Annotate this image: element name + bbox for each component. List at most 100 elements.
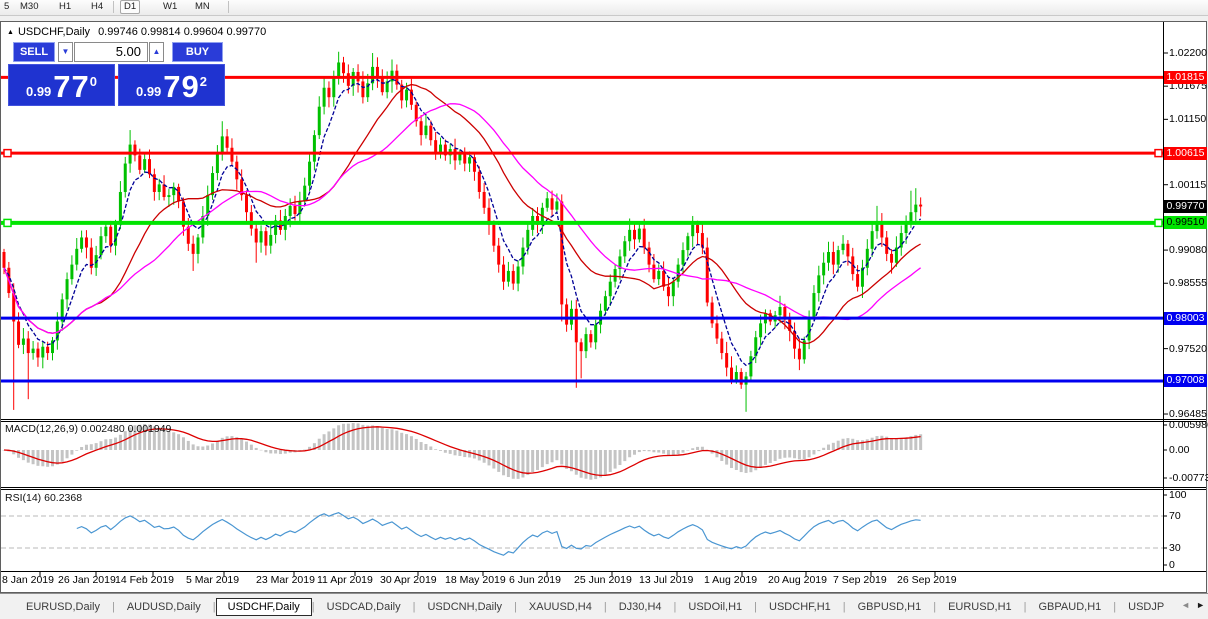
timeframe-button-5[interactable]: 5 xyxy=(4,1,10,12)
buy-button[interactable]: BUY xyxy=(172,42,223,62)
toolbar-separator xyxy=(228,1,229,13)
tab-scroll-arrows: ◄ ► xyxy=(1181,598,1205,612)
rsi-name: RSI(14) xyxy=(5,492,42,504)
price-axis-tick-label: 1.01150 xyxy=(1169,113,1207,126)
price-axis-tick-label: 0.97520 xyxy=(1169,342,1207,355)
tab-separator: | xyxy=(673,600,677,613)
timeframe-button-h1[interactable]: H1 xyxy=(59,1,72,12)
price-axis-tick-label: 0.99080 xyxy=(1169,244,1207,257)
date-axis-label: 20 Aug 2019 xyxy=(768,574,827,586)
rsi-scale-label: 30 xyxy=(1169,542,1181,554)
price-badge-1.00615: 1.00615 xyxy=(1164,146,1207,160)
volume-decrease-button[interactable]: ▼ xyxy=(58,42,73,62)
rsi-value: 60.2368 xyxy=(44,492,83,504)
chart-area[interactable] xyxy=(0,21,1207,593)
chart-tab-gbpusd-h1[interactable]: GBPUSD,H1 xyxy=(857,600,922,613)
date-axis-label: 14 Feb 2019 xyxy=(115,574,174,586)
chart-tab-usdcnh-daily[interactable]: USDCNH,Daily xyxy=(427,600,503,613)
price-axis-tick-label: 0.96485 xyxy=(1169,408,1207,421)
sell-price-pip-digit: 0 xyxy=(89,74,98,89)
rsi-scale-label: 100 xyxy=(1169,489,1187,501)
macd-main-value: 0.002480 xyxy=(80,423,125,435)
tab-separator: | xyxy=(514,600,517,613)
macd-signal-value: 0.001949 xyxy=(127,423,172,435)
collapse-triangle-icon[interactable]: ▲ xyxy=(7,29,14,36)
toolbar-separator xyxy=(113,1,114,13)
chart-tab-usdchf-h1[interactable]: USDCHF,H1 xyxy=(769,600,831,613)
tab-scroll-right-icon[interactable]: ► xyxy=(1196,600,1205,610)
price-badge-0.98003: 0.98003 xyxy=(1164,311,1207,325)
tab-separator: | xyxy=(1023,600,1027,613)
tab-separator: | xyxy=(933,600,937,613)
chart-tab-usdoil-h1[interactable]: USDOil,H1 xyxy=(688,600,743,613)
timeframe-button-mn[interactable]: MN xyxy=(195,1,210,12)
date-axis-label: 11 Apr 2019 xyxy=(317,574,373,586)
date-axis-label: 26 Sep 2019 xyxy=(897,574,957,586)
date-axis-label: 1 Aug 2019 xyxy=(704,574,758,586)
rsi-scale-label: 70 xyxy=(1169,510,1181,522)
chart-tab-usdjp[interactable]: USDJP xyxy=(1128,600,1165,613)
price-badge-0.99770: 0.99770 xyxy=(1164,200,1207,213)
price-axis-tick-label: 1.00115 xyxy=(1169,178,1207,191)
macd-label: MACD(12,26,9) 0.002480 0.001949 xyxy=(5,423,171,435)
date-axis-label: 5 Mar 2019 xyxy=(186,574,240,586)
timeframe-button-m30[interactable]: M30 xyxy=(20,1,39,12)
price-axis-tick-label: 1.02200 xyxy=(1169,47,1207,59)
sell-price-big-digits: 77 xyxy=(53,69,90,104)
tab-separator: | xyxy=(412,600,416,613)
chart-tab-dj30-h4[interactable]: DJ30,H4 xyxy=(618,600,662,613)
buy-price-big-digits: 79 xyxy=(163,69,200,104)
timeframe-button-d1[interactable]: D1 xyxy=(120,0,141,14)
price-badge-0.99510: 0.99510 xyxy=(1164,216,1207,230)
macd-scale-label: 0.005986 xyxy=(1169,419,1208,431)
chart-tab-usdcad-daily[interactable]: USDCAD,Daily xyxy=(326,600,401,613)
sell-button[interactable]: SELL xyxy=(13,42,55,62)
macd-scale-label: -0.007737 xyxy=(1169,472,1208,484)
tab-separator: | xyxy=(111,600,115,613)
chart-tab-eurusd-daily[interactable]: EURUSD,Daily xyxy=(26,600,100,613)
rsi-label: RSI(14) 60.2368 xyxy=(5,492,82,504)
date-axis-label: 26 Jan 2019 xyxy=(58,574,116,586)
chart-title: ▲ USDCHF,Daily 0.99746 0.99814 0.99604 0.9… xyxy=(7,26,266,38)
tab-separator: | xyxy=(842,600,846,613)
date-axis-label: 7 Sep 2019 xyxy=(833,574,887,586)
buy-price-prefix: 0.99 xyxy=(135,84,162,99)
date-axis-label: 30 Apr 2019 xyxy=(380,574,437,586)
tab-separator: | xyxy=(311,600,315,613)
tab-separator: | xyxy=(212,600,216,613)
price-badge-1.01815: 1.01815 xyxy=(1164,70,1207,84)
date-axis-label: 18 May 2019 xyxy=(445,574,506,586)
sell-price-prefix: 0.99 xyxy=(25,84,52,99)
volume-input[interactable]: 5.00 xyxy=(74,42,148,62)
buy-price-pip-digit: 2 xyxy=(199,74,208,89)
tab-separator: | xyxy=(1113,600,1117,613)
timeframe-button-h4[interactable]: H4 xyxy=(91,1,104,12)
date-axis-label: 6 Jun 2019 xyxy=(509,574,561,586)
chart-tab-audusd-daily[interactable]: AUDUSD,Daily xyxy=(126,600,201,613)
rsi-scale-label: 0 xyxy=(1169,559,1175,571)
timeframe-toolbar: 5 M30 H1 H4 D1 W1 MN xyxy=(0,0,1208,16)
tab-scroll-left-icon[interactable]: ◄ xyxy=(1181,600,1191,610)
price-axis-tick-label: 0.98555 xyxy=(1169,277,1207,290)
chart-tab-xauusd-h4[interactable]: XAUUSD,H4 xyxy=(528,600,592,613)
macd-scale-label: 0.00 xyxy=(1169,444,1190,456)
symbol-period-label: USDCHF,Daily xyxy=(17,26,91,38)
date-axis-label: 23 Mar 2019 xyxy=(256,574,315,586)
ohlc-values: 0.99746 0.99814 0.99604 0.99770 xyxy=(98,26,267,38)
sell-price-display: 0.99 77 0 xyxy=(8,64,115,106)
tab-separator: | xyxy=(603,600,607,613)
macd-name: MACD(12,26,9) xyxy=(5,423,78,435)
date-axis-label: 25 Jun 2019 xyxy=(574,574,632,586)
tab-separator: | xyxy=(754,600,758,613)
chart-tab-usdchf-daily[interactable]: USDCHF,Daily xyxy=(215,597,312,616)
volume-increase-button[interactable]: ▲ xyxy=(149,42,164,62)
date-axis-label: 8 Jan 2019 xyxy=(2,574,54,586)
chart-tab-eurusd-h1[interactable]: EURUSD,H1 xyxy=(948,600,1012,613)
price-badge-0.97008: 0.97008 xyxy=(1164,374,1207,388)
buy-price-display: 0.99 79 2 xyxy=(118,64,225,106)
timeframe-button-w1[interactable]: W1 xyxy=(163,1,178,12)
chart-tab-bar: EURUSD,Daily | AUDUSD,Daily | USDCHF,Daily | U… xyxy=(0,593,1208,619)
chart-tab-gbpaud-h1[interactable]: GBPAUD,H1 xyxy=(1038,600,1102,613)
date-axis-label: 13 Jul 2019 xyxy=(639,574,694,586)
